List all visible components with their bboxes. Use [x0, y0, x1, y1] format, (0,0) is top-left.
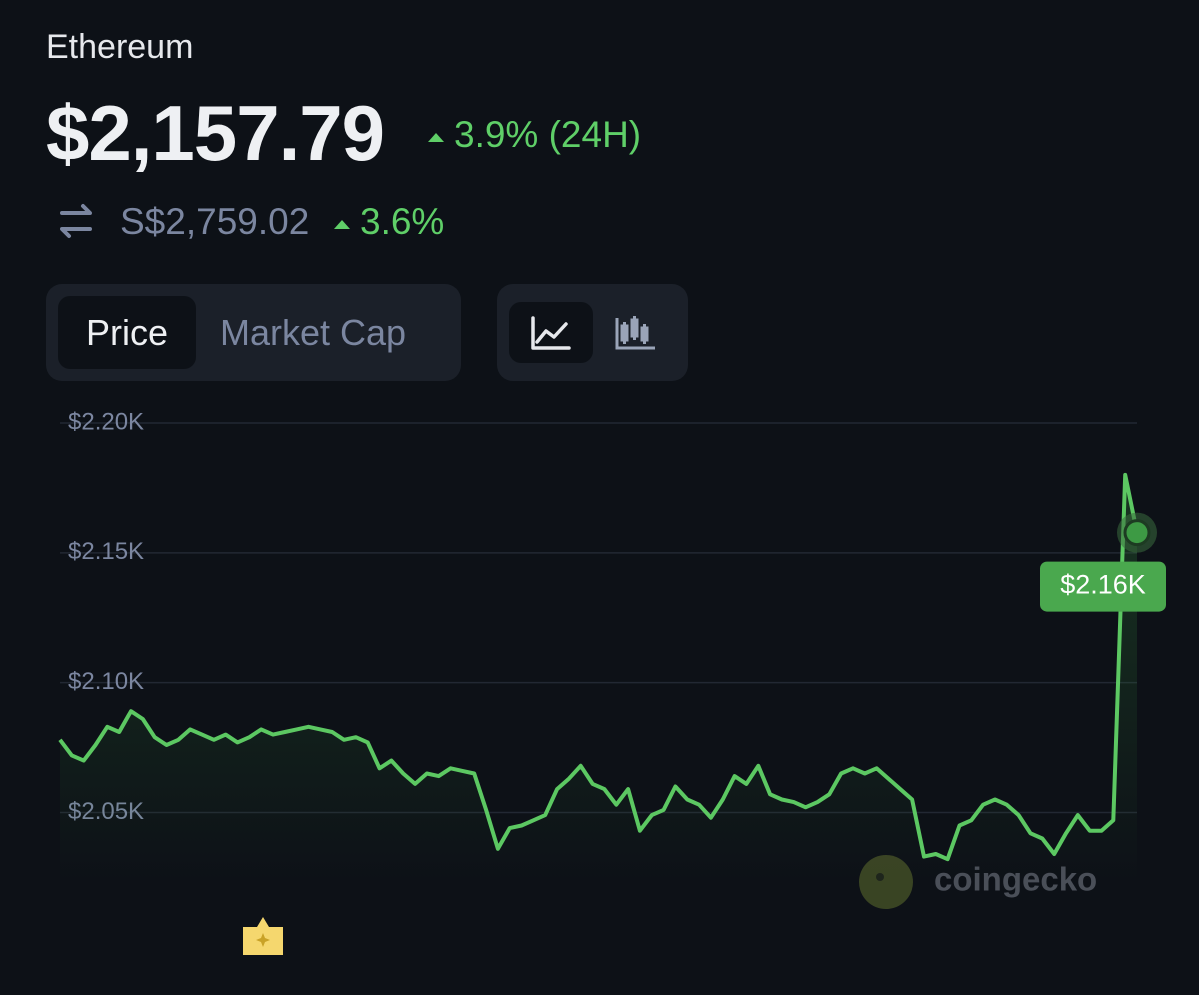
watermark-text: coingecko — [934, 861, 1097, 898]
price: $2,157.79 — [46, 89, 385, 177]
tab-price[interactable]: Price — [58, 296, 196, 369]
line-chart-button[interactable] — [509, 302, 593, 363]
tab-market-cap[interactable]: Market Cap — [220, 312, 407, 353]
price-tag-label: $2.16K — [1060, 570, 1146, 600]
alt-change: 3.6% — [334, 201, 444, 243]
coin-name: Ethereum — [46, 28, 194, 66]
chart-type-group — [497, 284, 688, 381]
event-marker[interactable] — [243, 917, 283, 955]
current-point — [1123, 519, 1151, 547]
y-tick-label: $2.15K — [68, 538, 144, 565]
candle-icon — [615, 316, 655, 350]
candle-chart-button[interactable] — [605, 302, 665, 363]
y-tick-label: $2.20K — [68, 408, 144, 435]
alt-price: S$2,759.02 — [120, 201, 310, 242]
grid: $2.20K$2.15K$2.10K$2.05K — [60, 408, 1137, 880]
watermark: coingecko — [859, 855, 1097, 909]
area-fill — [60, 474, 1137, 880]
alt-change-text: 3.6% — [360, 201, 445, 242]
change-text: 3.9% (24H) — [454, 114, 642, 155]
y-tick-label: $2.10K — [68, 668, 144, 695]
line-icon — [531, 316, 571, 350]
price-line — [58, 472, 1139, 862]
up-arrow — [428, 132, 444, 142]
tab-group: Price Market Cap — [46, 284, 461, 381]
change-24h: 3.9% (24H) — [428, 114, 641, 156]
price-tag — [1040, 561, 1166, 612]
swap-icon — [60, 204, 92, 238]
up-arrow — [334, 219, 350, 229]
